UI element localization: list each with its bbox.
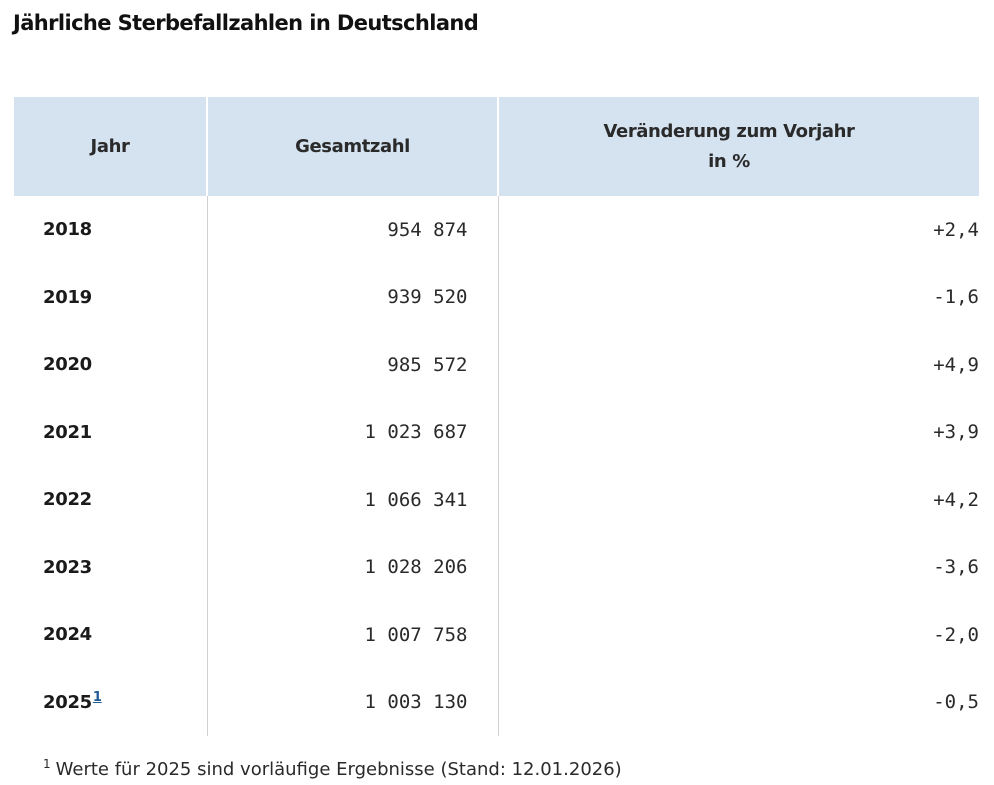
table-row: 2019 939 520 -1,6 (14, 263, 979, 331)
cell-year: 2024 (43, 624, 92, 646)
cell-year: 2022 (43, 489, 92, 511)
column-header-total[interactable]: Gesamtzahl (206, 97, 498, 196)
column-header-year[interactable]: Jahr (14, 97, 207, 196)
footnote-marker: 1 (43, 757, 51, 771)
cell-change: +4,9 (497, 331, 979, 399)
cell-change: -3,6 (497, 533, 979, 601)
cell-total: 1 023 687 (206, 398, 498, 466)
cell-total: 954 874 (206, 196, 498, 264)
cell-total: 1 028 206 (206, 533, 498, 601)
cell-change: +4,2 (497, 466, 979, 534)
cell-change: -2,0 (497, 601, 979, 669)
cell-year-text: 2025 (43, 691, 92, 713)
cell-change: -1,6 (497, 263, 979, 331)
cell-year: 2018 (43, 219, 92, 241)
footnote-text: Werte für 2025 sind vorläufige Ergebniss… (55, 759, 622, 780)
column-header-change-line2: in % (708, 150, 750, 172)
deaths-table-container: Jahr Gesamtzahl Veränderung zum Vorjahr … (14, 97, 979, 736)
column-header-change-line1: Veränderung zum Vorjahr (603, 120, 855, 142)
cell-change: +3,9 (497, 398, 979, 466)
table-row: 2018 954 874 +2,4 (14, 196, 979, 264)
cell-year: 2019 (43, 286, 92, 308)
cell-total: 1 003 130 (206, 668, 498, 736)
footnote-link[interactable]: 1 (92, 689, 102, 705)
cell-total: 1 066 341 (206, 466, 498, 534)
cell-total: 985 572 (206, 331, 498, 399)
table-body: 2018 954 874 +2,4 2019 939 520 -1,6 2020… (14, 196, 979, 736)
cell-year: 2020 (43, 354, 92, 376)
deaths-table: Jahr Gesamtzahl Veränderung zum Vorjahr … (14, 97, 979, 736)
table-row: 2022 1 066 341 +4,2 (14, 466, 979, 534)
cell-change: +2,4 (497, 196, 979, 264)
table-header-row: Jahr Gesamtzahl Veränderung zum Vorjahr … (14, 97, 979, 196)
table-header: Jahr Gesamtzahl Veränderung zum Vorjahr … (14, 97, 979, 196)
table-row: 2023 1 028 206 -3,6 (14, 533, 979, 601)
table-row: 20251 1 003 130 -0,5 (14, 668, 979, 737)
cell-change: -0,5 (497, 668, 979, 736)
cell-total: 939 520 (206, 263, 498, 331)
cell-total: 1 007 758 (206, 601, 498, 669)
table-row: 2021 1 023 687 +3,9 (14, 398, 979, 466)
cell-year: 20251 (14, 669, 207, 737)
table-row: 2024 1 007 758 -2,0 (14, 601, 979, 669)
page-title: Jährliche Sterbefallzahlen in Deutschlan… (13, 11, 479, 35)
column-header-change[interactable]: Veränderung zum Vorjahr in % (497, 97, 979, 196)
footnote: 1 Werte für 2025 sind vorläufige Ergebnis… (43, 756, 622, 784)
table-row: 2020 985 572 +4,9 (14, 331, 979, 399)
cell-year: 2021 (43, 421, 92, 443)
cell-year: 2023 (43, 556, 92, 578)
